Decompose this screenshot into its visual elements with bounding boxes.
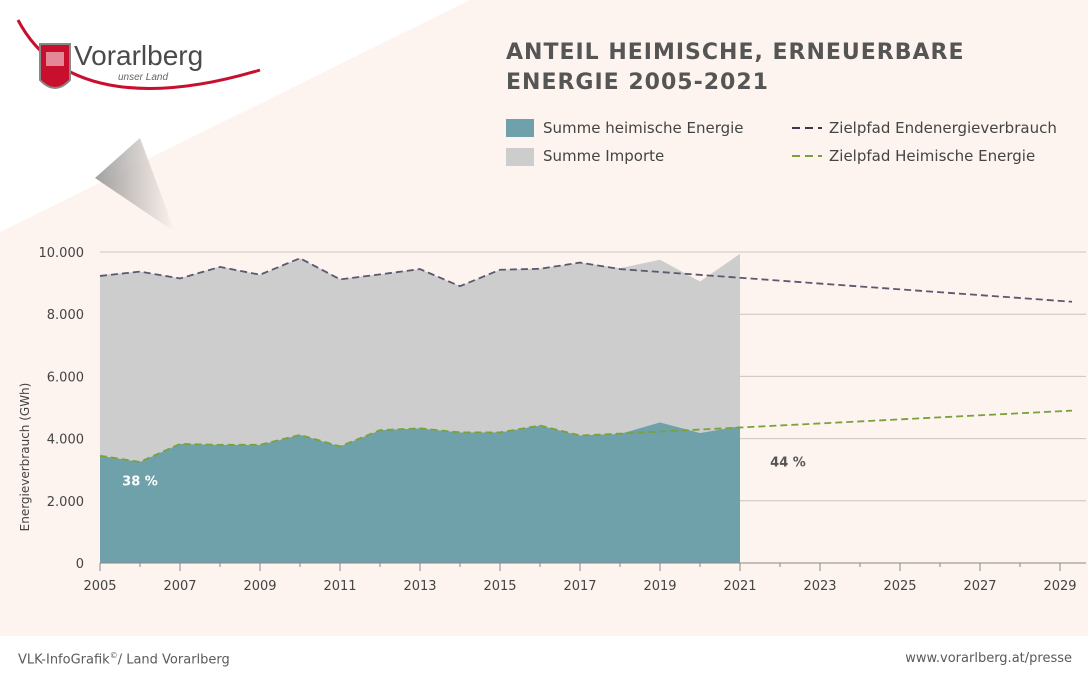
- logo-text: Vorarlberg: [74, 40, 204, 71]
- legend-dash-zielpfad-heim: [792, 155, 822, 157]
- x-tick-label: 2029: [1043, 579, 1076, 594]
- x-tick-label: 2011: [323, 579, 356, 594]
- y-tick-label: 0: [76, 557, 84, 572]
- legend-label-heimisch: Summe heimische Energie: [543, 119, 744, 137]
- zielpfad-heim-line: [99, 409, 1073, 463]
- share-annotation: 38 %: [122, 474, 158, 489]
- background-decoration: [0, 0, 470, 232]
- footer: VLK-InfoGrafik©/ Land Vorarlberg www.vor…: [0, 636, 1088, 680]
- y-tick-label: 2.000: [47, 495, 84, 510]
- legend-dash-zielpfad-end: [792, 127, 822, 129]
- source-credit: VLK-InfoGrafik©/ Land Vorarlberg: [18, 651, 230, 667]
- x-tick-label: 2005: [83, 579, 116, 594]
- legend-label-zielpfad-heim: Zielpfad Heimische Energie: [829, 147, 1036, 165]
- zielpfad-end-line: [99, 257, 1073, 303]
- share-annotation: 44 %: [770, 456, 806, 471]
- source-copyright: ©: [109, 651, 118, 660]
- y-tick-label: 8.000: [47, 308, 84, 323]
- title-line-1: ANTEIL HEIMISCHE, ERNEUERBARE: [506, 40, 965, 65]
- x-tick-label: 2007: [163, 579, 196, 594]
- source-rest: / Land Vorarlberg: [117, 652, 230, 668]
- x-tick-label: 2017: [563, 579, 596, 594]
- x-tick-label: 2013: [403, 579, 436, 594]
- press-url[interactable]: www.vorarlberg.at/presse: [905, 651, 1072, 666]
- x-tick-label: 2027: [963, 579, 996, 594]
- title-line-2: ENERGIE 2005-2021: [506, 70, 769, 95]
- x-tick-label: 2015: [483, 579, 516, 594]
- y-axis-label: Energieverbrauch (GWh): [18, 382, 32, 532]
- y-tick-label: 4.000: [47, 433, 84, 448]
- vorarlberg-logo: [16, 19, 261, 90]
- legend-label-importe: Summe Importe: [543, 147, 665, 165]
- legend-swatch-importe: [506, 148, 534, 166]
- x-tick-label: 2019: [643, 579, 676, 594]
- x-tick-label: 2023: [803, 579, 836, 594]
- x-tick-label: 2025: [883, 579, 916, 594]
- series-area-heimisch: [100, 422, 740, 563]
- logo-subtitle: unser Land: [118, 72, 169, 83]
- source-main: VLK-InfoGrafik: [18, 652, 110, 668]
- legend-label-zielpfad-end: Zielpfad Endenergieverbrauch: [829, 119, 1057, 137]
- y-tick-label: 10.000: [39, 246, 85, 261]
- x-tick-label: 2009: [243, 579, 276, 594]
- chart-title: ANTEIL HEIMISCHE, ERNEUERBARE ENERGIE 20…: [506, 38, 965, 98]
- x-tick-label: 2021: [723, 579, 756, 594]
- area-chart: 0 2.000 4.000 6.000 8.000 10.000 2005 2007 2009 2…: [39, 246, 1086, 594]
- legend-swatch-heimisch: [506, 119, 534, 137]
- y-tick-label: 6.000: [47, 370, 84, 385]
- series-area-importe: [100, 253, 740, 462]
